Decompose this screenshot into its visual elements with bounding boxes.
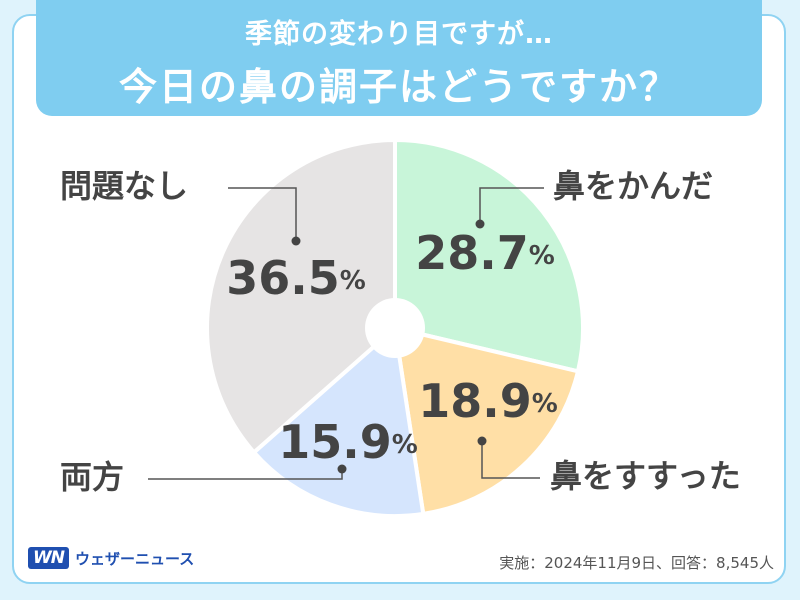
category-label-sniffled: 鼻をすすった bbox=[550, 457, 741, 495]
leader-dot-nose-blown bbox=[475, 219, 485, 229]
logo-text: ウェザーニュース bbox=[74, 549, 195, 568]
survey-footnote: 実施：2024年11月9日、回答：8,545人 bbox=[499, 554, 774, 572]
data-label-sniffled: 18.9% bbox=[418, 374, 558, 428]
pie-slice-nose-blown bbox=[393, 138, 585, 374]
data-label-nose-blown: 28.7% bbox=[415, 226, 555, 280]
title-banner: 季節の変わり目ですが… 今日の鼻の調子はどうですか？ bbox=[36, 0, 762, 116]
leader-dot-sniffled bbox=[477, 436, 487, 446]
donut-hole bbox=[365, 298, 425, 358]
leader-line-nose-blown bbox=[479, 187, 544, 224]
weathernews-logo: WN ウェザーニュース bbox=[28, 545, 194, 571]
leader-dot-no-problem bbox=[291, 236, 301, 246]
category-label-no-problem: 問題なし bbox=[60, 167, 188, 205]
chart-title-line-1: 季節の変わり目ですが… bbox=[245, 19, 553, 50]
logo-mark: WN bbox=[28, 547, 69, 569]
pie-slice-both bbox=[251, 326, 426, 518]
category-label-both: 両方 bbox=[60, 458, 124, 496]
leader-dot-both bbox=[337, 464, 347, 474]
leader-line-sniffled bbox=[481, 441, 540, 479]
leader-line-no-problem bbox=[228, 187, 297, 241]
pie-slice-no-problem bbox=[205, 138, 397, 455]
category-label-nose-blown: 鼻をかんだ bbox=[553, 167, 713, 205]
pie-slice-sniffled bbox=[393, 326, 580, 516]
data-label-both: 15.9% bbox=[278, 415, 418, 469]
chart-title-line-2: 今日の鼻の調子はどうですか？ bbox=[118, 65, 679, 109]
data-label-no-problem: 36.5% bbox=[226, 251, 366, 305]
